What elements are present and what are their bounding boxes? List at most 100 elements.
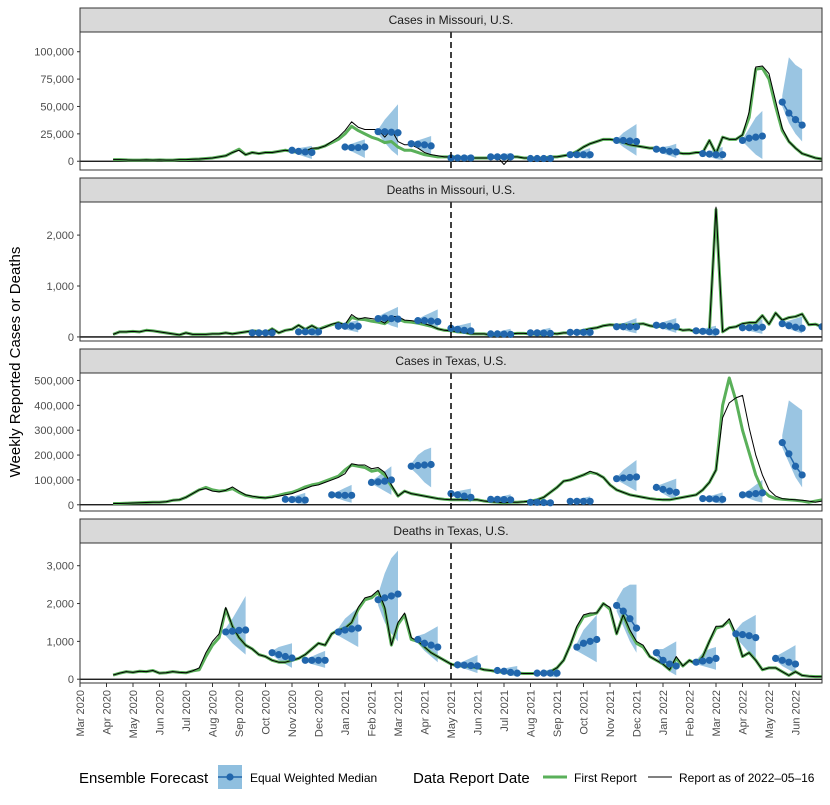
forecast-point [301, 656, 309, 664]
forecast-point [526, 154, 535, 163]
forecast-point [672, 488, 680, 496]
forecast-point [427, 460, 435, 469]
forecast-point [334, 491, 342, 499]
forecast-point [632, 624, 641, 632]
forecast-point [692, 327, 700, 335]
forecast-point [487, 153, 495, 161]
x-tick-label: Jul 2020 [181, 690, 193, 732]
y-tick-label: 100,000 [34, 475, 74, 487]
forecast-point [712, 328, 720, 336]
forecast-point [295, 147, 303, 155]
forecast-point [738, 491, 747, 499]
x-tick-label: Jun 2021 [473, 690, 485, 735]
x-tick-label: Nov 2020 [287, 690, 299, 737]
forecast-point [818, 323, 822, 331]
forecast-point [427, 317, 435, 325]
forecast-point [427, 142, 435, 150]
forecast-point [705, 150, 713, 158]
forecast-point [738, 630, 747, 639]
panel-title: Cases in Texas, U.S. [395, 354, 506, 368]
forecast-interval-band [822, 320, 830, 334]
x-tick-label: Aug 2020 [208, 690, 220, 737]
forecast-point [381, 594, 389, 602]
forecast-point [659, 146, 667, 154]
forecast-point [341, 491, 349, 499]
forecast-point [752, 133, 760, 141]
forecast-point [387, 592, 395, 600]
forecast-point [540, 498, 548, 507]
forecast-point [314, 328, 323, 336]
forecast-interval-band [742, 110, 763, 160]
forecast-point [632, 137, 641, 146]
panel-border [79, 31, 823, 171]
forecast-point [540, 154, 548, 163]
forecast-point [242, 626, 250, 634]
y-tick-label: 200,000 [34, 450, 74, 462]
forecast-point [626, 137, 634, 145]
forecast-point [334, 628, 342, 636]
first-report-line [113, 66, 822, 162]
forecast-point [712, 654, 720, 663]
panel-2: Deaths in Missouri, U.S. 0 1,000 2,000 [46, 177, 830, 344]
forecast-point [367, 478, 376, 487]
forecast-interval-band [411, 447, 432, 488]
forecast-point [268, 329, 276, 337]
panels: Cases in Missouri, U.S. 0 25,000 50,000 75,0… [34, 7, 830, 686]
forecast-point [613, 323, 621, 331]
forecast-point [666, 322, 674, 330]
x-tick-label: May 2021 [446, 690, 458, 738]
y-tick-label: 1,000 [46, 636, 74, 648]
x-tick-label: May 2022 [764, 690, 776, 738]
forecast-point [666, 147, 674, 155]
forecast-point [467, 493, 475, 501]
forecast-point [301, 328, 309, 336]
y-tick-label: 0 [68, 332, 74, 344]
y-tick-label: 500,000 [34, 375, 74, 387]
forecast-point [381, 314, 389, 322]
forecast-point [778, 656, 786, 664]
forecast-point [652, 483, 660, 491]
forecast-point [785, 109, 793, 117]
forecast-point [460, 326, 468, 334]
panel-border [79, 201, 823, 342]
forecast-point [434, 318, 442, 326]
forecast-point [586, 637, 594, 645]
y-tick-label: 2,000 [46, 230, 74, 242]
forecast-point [314, 656, 323, 664]
forecast-point [546, 154, 554, 163]
forecast-point [672, 148, 680, 156]
forecast-point [420, 317, 429, 325]
forecast-point [798, 324, 806, 332]
forecast-point [348, 625, 356, 633]
y-tick-label: 0 [68, 156, 74, 168]
panel-title: Deaths in Texas, U.S. [393, 524, 508, 538]
y-tick-label: 300,000 [34, 425, 74, 437]
x-tick-label: Sep 2020 [234, 690, 246, 737]
forecast-point [387, 476, 395, 484]
forecast-point [573, 328, 581, 336]
forecast-point [719, 495, 727, 503]
forecast-point [540, 329, 548, 337]
forecast-point [354, 624, 362, 632]
forecast-point [374, 314, 382, 323]
forecast-interval-band [616, 460, 637, 492]
forecast-point [381, 128, 389, 136]
forecast-point [712, 151, 720, 159]
forecast-point [825, 494, 830, 501]
forecast-point [308, 148, 316, 157]
y-tick-label: 75,000 [40, 74, 74, 86]
forecast-point [407, 140, 415, 148]
panel-plot-area [80, 32, 822, 170]
forecast-point [493, 666, 501, 675]
panel-1: Cases in Missouri, U.S. 0 25,000 50,000 75,0… [34, 7, 823, 171]
forecast-point [414, 635, 422, 644]
forecast-interval-band [576, 614, 597, 663]
forecast-point [507, 496, 515, 504]
x-tick-label: Aug 2021 [526, 690, 538, 737]
forecast-point [500, 667, 508, 675]
legend-forecast-key-dot [226, 773, 234, 781]
forecast-point [308, 328, 316, 336]
forecast-point [454, 154, 462, 162]
y-tick-label: 1,000 [46, 281, 74, 293]
forecast-point [745, 632, 753, 640]
